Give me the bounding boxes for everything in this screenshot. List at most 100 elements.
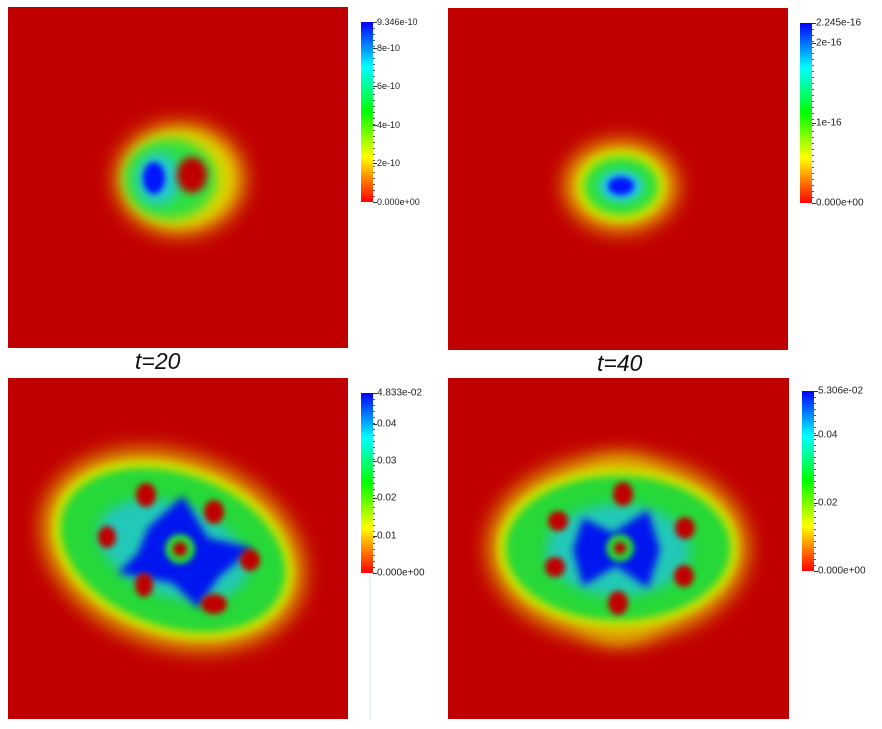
colorbar-label: 0.04 (818, 429, 838, 441)
colorbar-minor-tick (373, 423, 375, 424)
colorbar-minor-tick (373, 94, 375, 95)
colorbar-minor-tick (812, 185, 814, 186)
colorbar-tick (373, 22, 377, 23)
colorbar-minor-tick (812, 143, 814, 144)
colorbar-label: 0.02 (377, 492, 397, 504)
colorbar-label: 9.346e-10 (377, 17, 418, 27)
colorbar-minor-tick (814, 493, 816, 494)
colorbar-tick (373, 124, 377, 126)
colorbar-minor-tick (373, 513, 375, 514)
colorbar-tick (373, 47, 377, 49)
colorbar-top-right: 2.245e-16 2e-16 1e-16 0.000e+00 (800, 18, 882, 223)
colorbar-minor-tick (373, 543, 375, 544)
colorbar-minor-tick (814, 451, 816, 452)
colorbar-minor-tick (812, 113, 814, 114)
caption-t40: t=40 (597, 350, 643, 376)
colorbar-bottom-left: 4.833e-02 0.04 0.03 0.02 0.01 0.000e+00 (361, 388, 451, 593)
colorbar-label: 5.306e-02 (818, 385, 864, 397)
colorbar-minor-tick (814, 433, 816, 434)
colorbar-label: 0.02 (818, 497, 838, 509)
colorbar-minor-tick (812, 119, 814, 120)
colorbar-tick (812, 23, 816, 24)
colorbar-minor-tick (812, 77, 814, 78)
colorbar-minor-tick (373, 46, 375, 47)
colorbar-minor-tick (373, 465, 375, 466)
colorbar-tick (373, 535, 377, 537)
colorbar-minor-tick (373, 399, 375, 400)
colorbar-tick (373, 423, 377, 425)
colorbar-label: 2e-16 (816, 37, 842, 49)
colorbar-minor-tick (373, 429, 375, 430)
colorbar-minor-tick (814, 445, 816, 446)
colorbar-tick (373, 86, 377, 88)
colorbar-minor-tick (373, 34, 375, 35)
colorbar-minor-tick (373, 142, 375, 143)
colorbar-label: 0.000e+00 (377, 567, 425, 579)
colorbar-minor-tick (814, 475, 816, 476)
colorbar-minor-tick (814, 421, 816, 422)
colorbar-minor-tick (812, 149, 814, 150)
colorbar-minor-tick (373, 64, 375, 65)
colorbar-minor-tick (812, 155, 814, 156)
colorbar-minor-tick (373, 160, 375, 161)
colorbar-minor-tick (373, 28, 375, 29)
colorbar-minor-tick (373, 190, 375, 191)
colorbar-minor-tick (814, 403, 816, 404)
colorbar-minor-tick (814, 415, 816, 416)
colorbar-minor-tick (373, 477, 375, 478)
colorbar-label: 1e-16 (816, 117, 842, 129)
colorbar-minor-tick (373, 459, 375, 460)
colorbar-minor-tick (812, 167, 814, 168)
field-plot-top-right (448, 8, 788, 350)
colorbar-minor-tick (814, 457, 816, 458)
colorbar-minor-tick (373, 537, 375, 538)
colorbar-label: 0.04 (377, 418, 397, 430)
colorbar-minor-tick (373, 82, 375, 83)
colorbar-minor-tick (373, 519, 375, 520)
colorbar-minor-tick (373, 148, 375, 149)
colorbar-minor-tick (373, 525, 375, 526)
colorbar-minor-tick (812, 53, 814, 54)
colorbar-minor-tick (373, 561, 375, 562)
colorbar-minor-tick (373, 501, 375, 502)
colorbar-minor-tick (373, 88, 375, 89)
colorbar-minor-tick (373, 411, 375, 412)
colorbar-minor-tick (373, 483, 375, 484)
colorbar-tick (814, 435, 818, 437)
colorbar-tick (812, 122, 816, 124)
colorbar-label: 0.000e+00 (818, 565, 866, 577)
colorbar-minor-tick (812, 71, 814, 72)
field-plot-top-left (8, 7, 348, 348)
colorbar-minor-tick (812, 161, 814, 162)
colorbar-minor-tick (373, 555, 375, 556)
colorbar-minor-tick (373, 495, 375, 496)
colorbar-minor-tick (814, 559, 816, 560)
colorbar-minor-tick (373, 453, 375, 454)
colorbar-minor-tick (812, 65, 814, 66)
colorbar-tick (814, 503, 818, 505)
colorbar-minor-tick (814, 529, 816, 530)
colorbar-minor-tick (814, 535, 816, 536)
colorbar-minor-tick (812, 191, 814, 192)
colorbar-minor-tick (812, 95, 814, 96)
colorbar-minor-tick (373, 118, 375, 119)
colorbar-minor-tick (812, 59, 814, 60)
colorbar-tick (373, 573, 377, 574)
colorbar-minor-tick (814, 397, 816, 398)
colorbar-divider (369, 575, 371, 720)
colorbar-minor-tick (373, 106, 375, 107)
colorbar-label: 4.833e-02 (377, 387, 423, 399)
colorbar-minor-tick (373, 124, 375, 125)
colorbar-minor-tick (373, 130, 375, 131)
colorbar-tick (373, 202, 377, 203)
colorbar-minor-tick (814, 523, 816, 524)
colorbar-minor-tick (373, 136, 375, 137)
colorbar-label: 2.245e-16 (816, 17, 862, 29)
colorbar-minor-tick (373, 471, 375, 472)
colorbar-minor-tick (373, 435, 375, 436)
colorbar-tick (812, 203, 816, 204)
colorbar-bottom-right: 5.306e-02 0.04 0.02 0.000e+00 (802, 386, 882, 591)
field-plot-bottom-right (448, 378, 789, 719)
colorbar-tick (373, 163, 377, 165)
colorbar-minor-tick (373, 70, 375, 71)
